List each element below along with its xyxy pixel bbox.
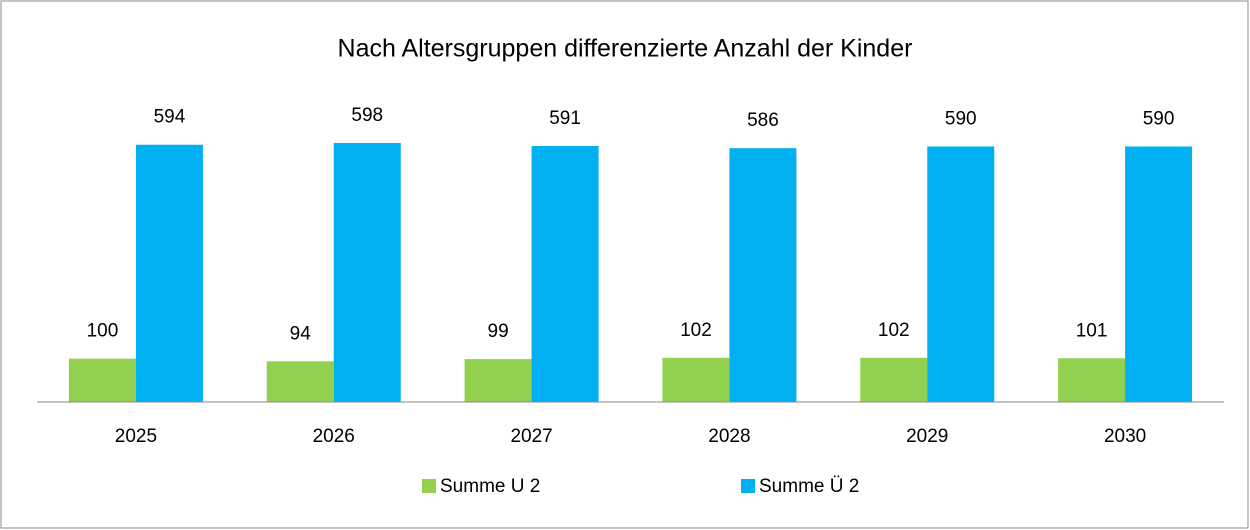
- data-label: 102: [680, 320, 712, 341]
- bar: [135, 144, 203, 403]
- bar: [68, 358, 136, 402]
- bar: [662, 357, 730, 402]
- legend-label: Summe Ü 2: [759, 476, 859, 497]
- x-tick-label: 2030: [1104, 426, 1146, 447]
- bar: [927, 146, 995, 402]
- data-label: 598: [351, 105, 383, 126]
- data-label: 590: [945, 108, 977, 129]
- x-tick-label: 2027: [510, 426, 552, 447]
- data-label: 591: [549, 108, 581, 129]
- bar: [464, 359, 532, 402]
- bar: [531, 146, 599, 402]
- legend-swatch: [422, 479, 436, 493]
- legend-label: Summe U 2: [440, 476, 540, 497]
- data-label: 102: [878, 320, 910, 341]
- bar: [1058, 358, 1126, 402]
- data-label: 594: [154, 107, 186, 128]
- data-label: 100: [87, 321, 119, 342]
- data-label: 94: [290, 323, 312, 344]
- x-tick-label: 2025: [115, 426, 157, 447]
- bar: [1125, 146, 1193, 402]
- data-label: 590: [1143, 108, 1175, 129]
- data-label: 99: [488, 321, 509, 342]
- data-label: 101: [1076, 320, 1108, 341]
- bar: [729, 148, 797, 402]
- legend-swatch: [741, 479, 755, 493]
- x-tick-label: 2028: [708, 426, 750, 447]
- bar: [333, 143, 401, 402]
- x-tick-label: 2026: [313, 426, 355, 447]
- bar: [860, 357, 928, 402]
- data-label: 586: [747, 110, 779, 131]
- x-tick-label: 2029: [906, 426, 948, 447]
- bar: [266, 361, 334, 402]
- chart-title: Nach Altersgruppen differenzierte Anzahl…: [338, 35, 913, 63]
